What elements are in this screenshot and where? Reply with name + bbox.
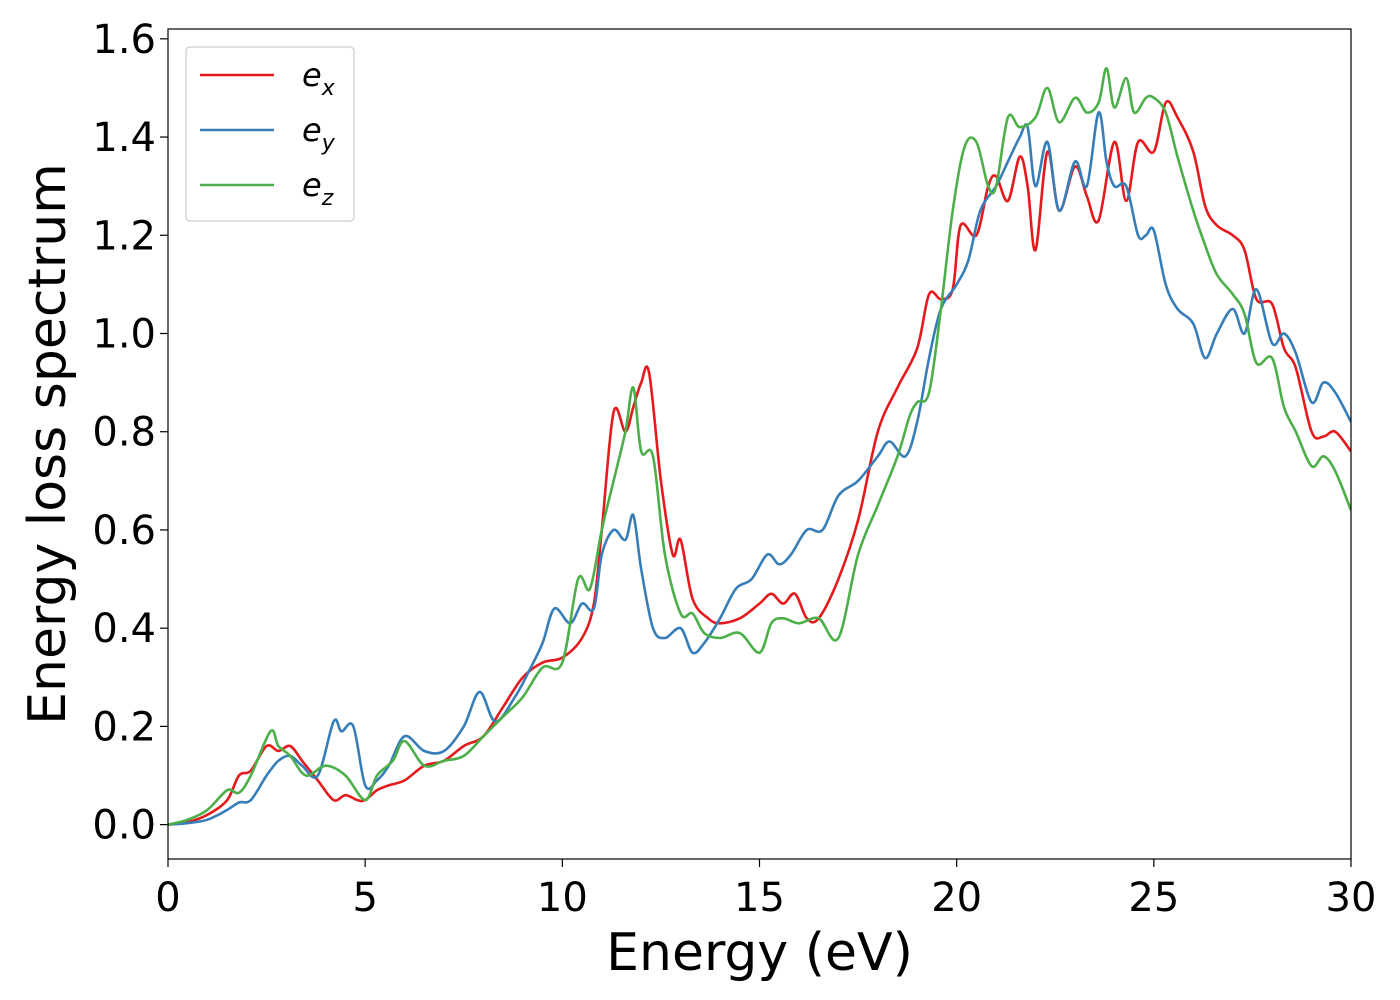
series-line-ey (168, 111, 1351, 826)
y-tick-label: 1.6 (92, 17, 156, 63)
x-tick-label: 0 (155, 875, 180, 921)
legend-subscript: x (321, 76, 336, 101)
x-tick-label: 20 (931, 875, 982, 921)
x-tick-label: 25 (1128, 875, 1179, 921)
x-tick-label: 30 (1326, 875, 1377, 921)
x-tick-label: 5 (352, 875, 377, 921)
y-tick-label: 1.2 (92, 213, 156, 259)
y-tick-label: 0.0 (92, 803, 156, 849)
y-tick-label: 0.4 (92, 606, 156, 652)
legend-box (185, 46, 355, 222)
legend-subscript: z (321, 186, 334, 211)
series-layer (168, 66, 1351, 826)
y-axis-label: Energy loss spectrum (18, 163, 78, 725)
ticks-layer: 0 5 10 15 20 25 30 0.0 0.2 0.4 0.6 0.8 1.0 1.2 1.4 1.6 (92, 17, 1376, 921)
series-line-ex (168, 100, 1351, 826)
x-axis-label: Energy (eV) (606, 923, 913, 983)
series-line-ez (168, 66, 1351, 826)
y-tick-label: 0.2 (92, 704, 156, 750)
y-tick-label: 1.4 (92, 115, 156, 161)
x-tick-label: 10 (537, 875, 588, 921)
y-tick-label: 1.0 (92, 311, 156, 357)
y-tick-label: 0.6 (92, 508, 156, 554)
y-tick-label: 0.8 (92, 410, 156, 456)
legend-subscript: y (321, 131, 336, 156)
x-tick-label: 15 (734, 875, 785, 921)
legend-label-ex: ex (302, 56, 336, 101)
